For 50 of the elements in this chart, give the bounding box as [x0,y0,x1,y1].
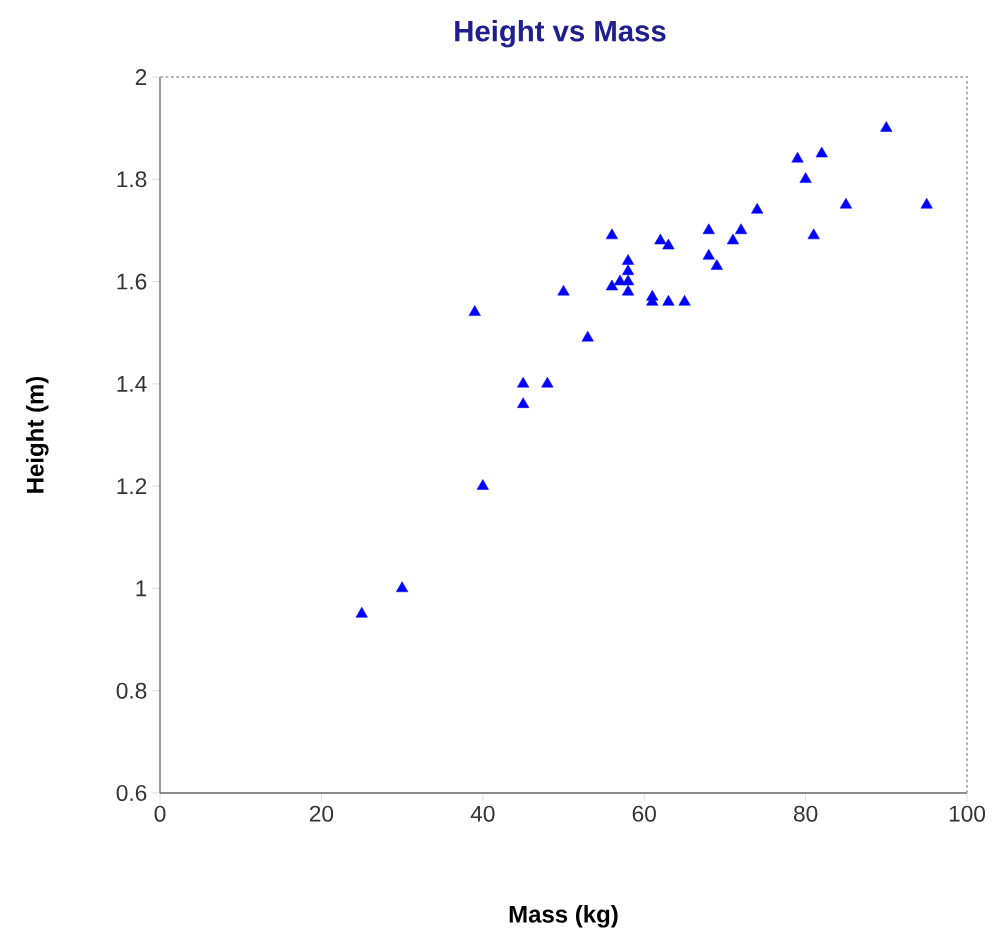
y-tick-label: 2 [135,69,147,85]
point [468,305,481,316]
point [807,228,820,240]
point [355,607,368,618]
point [605,279,618,291]
point [605,228,618,240]
point [799,172,812,183]
point [622,254,635,265]
x-tick-label: 40 [470,805,495,822]
point [920,197,933,209]
point [751,203,764,214]
point [791,151,804,163]
y-tick-label: 0.8 [116,682,147,699]
point [880,121,893,132]
point [815,146,828,158]
point [396,581,409,593]
point [662,238,675,250]
x-tick-label: 20 [309,805,334,822]
point [839,197,853,209]
point [557,284,570,296]
x-tick-label: 60 [632,805,656,822]
point [654,233,667,245]
x-tick-label: 80 [793,805,818,822]
point [622,284,635,296]
point [517,376,530,388]
point [726,233,740,245]
point [702,249,715,260]
point [735,223,748,235]
y-tick-label: 1 [136,580,147,597]
point [622,264,635,275]
x-tick-label: 0 [154,805,166,822]
chart-title: Height vs Mass [455,19,666,48]
point [662,295,675,306]
x-axis-title: Mass (kg) [509,905,618,928]
point [581,330,594,342]
y-axis-title: Height (m) [26,376,49,493]
point [476,479,489,490]
point [678,295,691,306]
x-tick-label: 100 [949,805,986,822]
point [710,259,723,270]
y-tick-label: 0.6 [116,784,147,802]
point [517,397,530,408]
point [702,223,715,235]
y-tick-label: 1.4 [117,376,147,392]
point [541,376,554,388]
y-tick-label: 1.2 [117,478,147,495]
y-tick-label: 1.6 [117,273,147,290]
point [646,289,659,301]
y-tick-label: 1.8 [117,171,147,188]
point [622,274,635,286]
